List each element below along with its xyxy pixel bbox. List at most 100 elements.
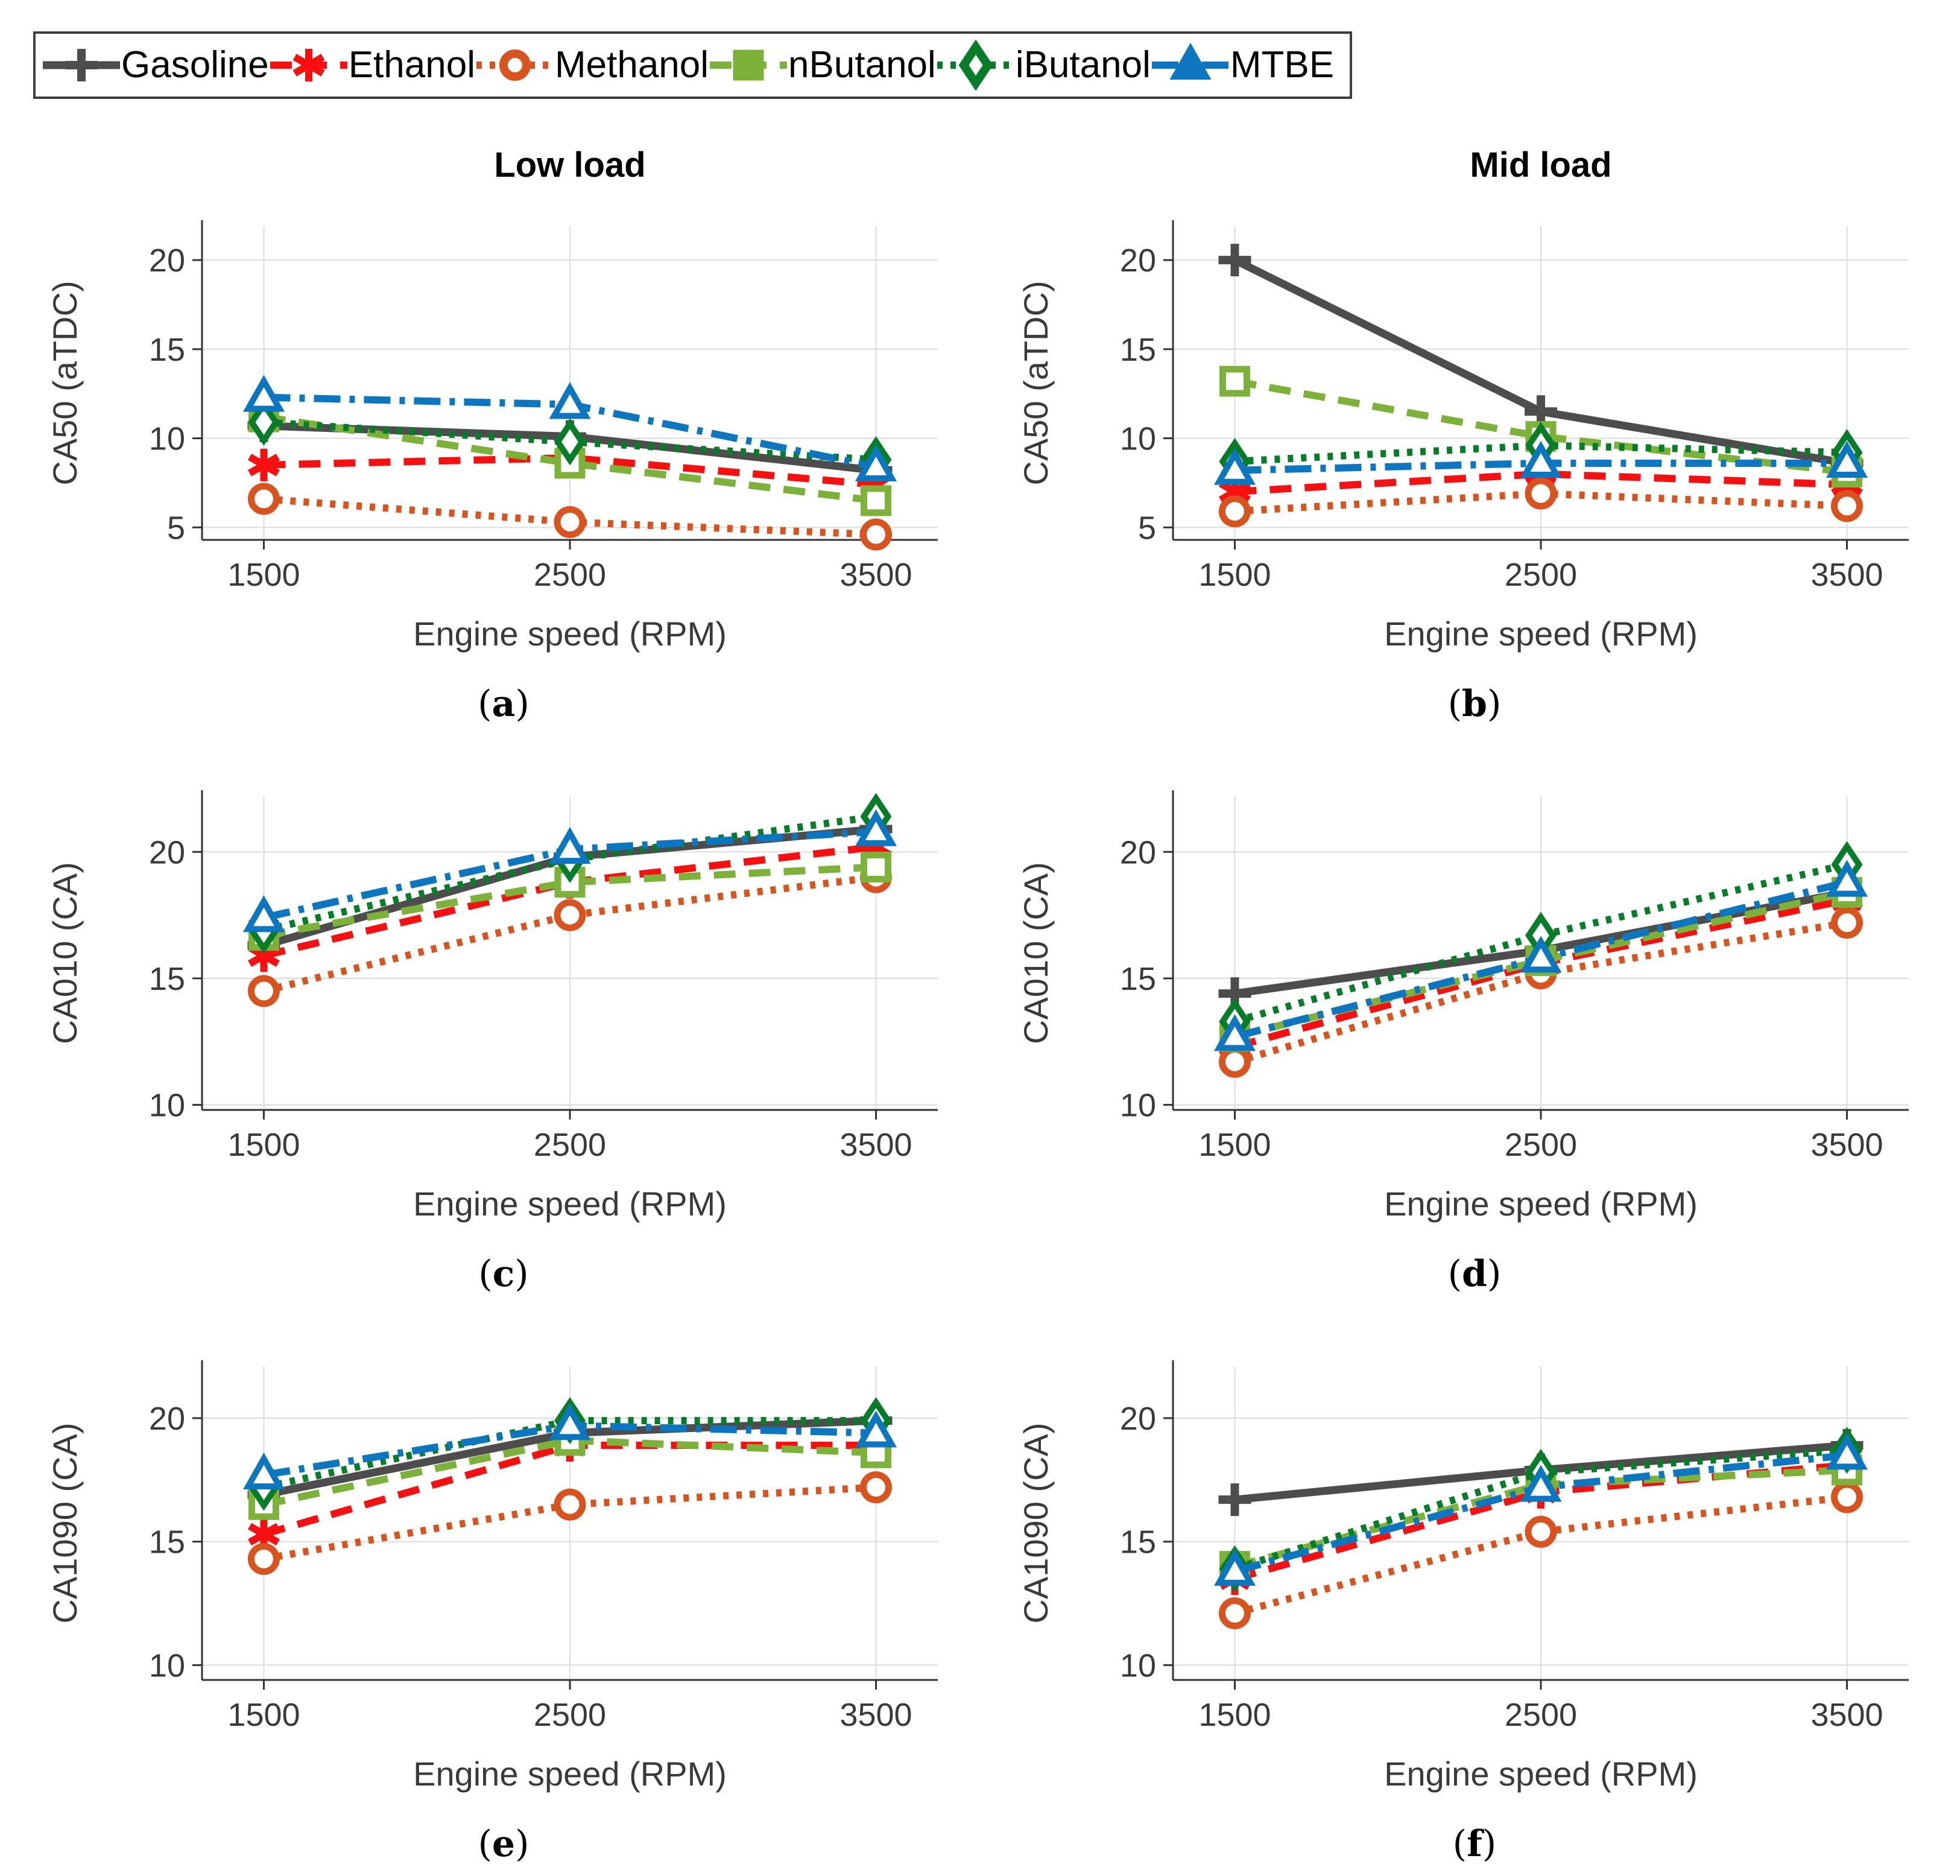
x-tick-label: 2500 — [1505, 1697, 1577, 1733]
x-tick-label: 1500 — [227, 1697, 300, 1733]
triangle-marker-icon — [1169, 42, 1212, 80]
y-axis-label: CA50 (aTDC) — [1017, 280, 1055, 485]
chart-b: 5 10 15 20 1500 2500 3500 Mid load CA50 (aTDC) En… — [1017, 145, 1909, 653]
caption-paren-open: ( — [478, 1253, 493, 1295]
x-tick-label: 3500 — [839, 1697, 912, 1733]
y-tick-label: 15 — [1120, 961, 1156, 997]
triangle-marker-icon — [242, 375, 285, 412]
axes: 10 15 20 1500 2500 3500 — [1120, 1360, 1909, 1733]
caption-paren-close: ) — [514, 1253, 529, 1295]
x-axis-label: Engine speed (RPM) — [413, 1755, 727, 1793]
y-tick-label: 20 — [149, 1401, 185, 1437]
x-tick-label: 1500 — [227, 557, 300, 593]
caption-paren-open: ( — [478, 683, 492, 725]
axes: 10 15 20 1500 2500 3500 — [149, 790, 938, 1163]
caption-paren-close: ) — [515, 1823, 530, 1865]
caption-d: (d) — [1004, 1253, 1945, 1295]
chart-d: 10 15 20 1500 2500 3500 CA010 (CA) Engine speed… — [1017, 790, 1909, 1223]
circle-marker-icon — [1525, 477, 1557, 510]
x-axis-label: Engine speed (RPM) — [1384, 1755, 1698, 1793]
caption-letter: c — [492, 1253, 515, 1295]
caption-paren-open: ( — [1452, 1823, 1467, 1865]
series-mtbe — [242, 1403, 897, 1490]
methanol-legend-glyph — [476, 49, 554, 81]
nbutanol-legend-glyph — [710, 49, 788, 81]
axes: 5 10 15 20 1500 2500 3500 — [1120, 220, 1909, 593]
ethanol-line — [264, 454, 877, 489]
y-tick-label: 20 — [149, 242, 185, 279]
chart-e: 10 15 20 1500 2500 3500 CA1090 (CA) Engine spee… — [46, 1360, 938, 1793]
legend-label-ethanol: Ethanol — [348, 44, 475, 86]
chart-cell-e: 10 15 20 1500 2500 3500 CA1090 (CA) Engine spee… — [33, 1306, 1004, 1876]
x-axis-label: Engine speed (RPM) — [413, 1185, 727, 1223]
chart-cell-a: 5 10 15 20 1500 2500 3500 Low load CA50 (aTDC) En… — [33, 130, 1004, 736]
caption-letter: d — [1462, 1253, 1487, 1295]
diamond-marker-icon — [958, 39, 993, 91]
chart-a: 5 10 15 20 1500 2500 3500 Low load CA50 (aTDC) En… — [46, 145, 938, 653]
triangle-marker-icon — [242, 1452, 285, 1490]
caption-paren-close: ) — [1487, 1253, 1502, 1295]
x-tick-label: 1500 — [1198, 1697, 1271, 1733]
legend-label-methanol: Methanol — [554, 44, 709, 86]
legend-item-ibutanol: iButanol — [936, 37, 1151, 93]
circle-marker-icon — [860, 518, 893, 551]
circle-marker-icon — [499, 49, 531, 81]
caption-letter: b — [1462, 683, 1487, 725]
triangle-marker-icon — [1520, 440, 1562, 478]
x-tick-label: 3500 — [1810, 1697, 1883, 1733]
y-axis-label: CA010 (CA) — [1017, 862, 1055, 1044]
legend-item-nbutanol: nButanol — [709, 37, 936, 93]
y-tick-label: 5 — [1138, 510, 1156, 546]
circle-marker-icon — [247, 975, 280, 1007]
circle-marker-icon — [554, 505, 586, 538]
y-tick-label: 20 — [1120, 834, 1156, 870]
y-tick-label: 10 — [1120, 1647, 1156, 1684]
circle-marker-icon — [247, 483, 280, 515]
y-tick-label: 15 — [149, 1524, 185, 1561]
caption-letter: a — [492, 683, 516, 725]
diamond-marker-icon — [554, 418, 586, 466]
plus-marker-icon — [1218, 244, 1251, 277]
circle-marker-icon — [1218, 1597, 1251, 1629]
x-axis-label: Engine speed (RPM) — [1384, 1185, 1698, 1223]
square-marker-icon — [861, 485, 892, 516]
triangle-marker-icon — [1826, 1433, 1868, 1470]
series-mtbe — [1213, 440, 1868, 485]
series-mtbe — [1213, 860, 1868, 1051]
circle-marker-icon — [1831, 907, 1864, 939]
y-tick-label: 15 — [149, 332, 185, 368]
caption-e: (e) — [33, 1823, 974, 1865]
circle-marker-icon — [1525, 1515, 1557, 1548]
x-tick-label: 2500 — [534, 1127, 606, 1163]
square-marker-icon — [1219, 366, 1250, 397]
circle-marker-icon — [247, 1542, 280, 1575]
chart-cell-b: 5 10 15 20 1500 2500 3500 Mid load CA50 (aTDC) En… — [1004, 130, 1960, 736]
circle-marker-icon — [554, 1488, 586, 1521]
x-tick-label: 3500 — [839, 1127, 912, 1163]
circle-marker-icon — [554, 899, 586, 931]
x-tick-label: 3500 — [1810, 1127, 1883, 1163]
triangle-marker-icon — [1520, 936, 1562, 973]
triangle-marker-icon — [1520, 1465, 1562, 1502]
axes: 10 15 20 1500 2500 3500 — [1120, 790, 1909, 1163]
series-mtbe — [1213, 1433, 1868, 1586]
y-tick-label: 10 — [149, 1088, 185, 1124]
x-axis-label: Engine speed (RPM) — [1384, 615, 1698, 653]
y-tick-label: 20 — [149, 834, 185, 870]
ethanol-line — [1234, 470, 1847, 496]
triangle-marker-icon — [549, 1403, 591, 1440]
y-tick-label: 15 — [1120, 1524, 1156, 1561]
caption-paren-open: ( — [1447, 1253, 1462, 1295]
caption-b: (b) — [1004, 683, 1945, 725]
charts-grid: 5 10 15 20 1500 2500 3500 Low load CA50 (aTDC) En… — [33, 130, 1960, 1876]
square-marker-icon — [861, 851, 892, 883]
x-tick-label: 1500 — [1198, 557, 1271, 593]
chart-c: 10 15 20 1500 2500 3500 CA010 (CA) Engine speed… — [46, 790, 938, 1223]
x-tick-label: 1500 — [227, 1127, 300, 1163]
circle-marker-icon — [1218, 1045, 1251, 1078]
triangle-marker-icon — [855, 444, 897, 481]
y-tick-label: 5 — [167, 510, 185, 546]
square-marker-icon — [733, 49, 764, 81]
ibutanol-legend-glyph — [937, 39, 1014, 91]
caption-a: (a) — [33, 683, 974, 725]
